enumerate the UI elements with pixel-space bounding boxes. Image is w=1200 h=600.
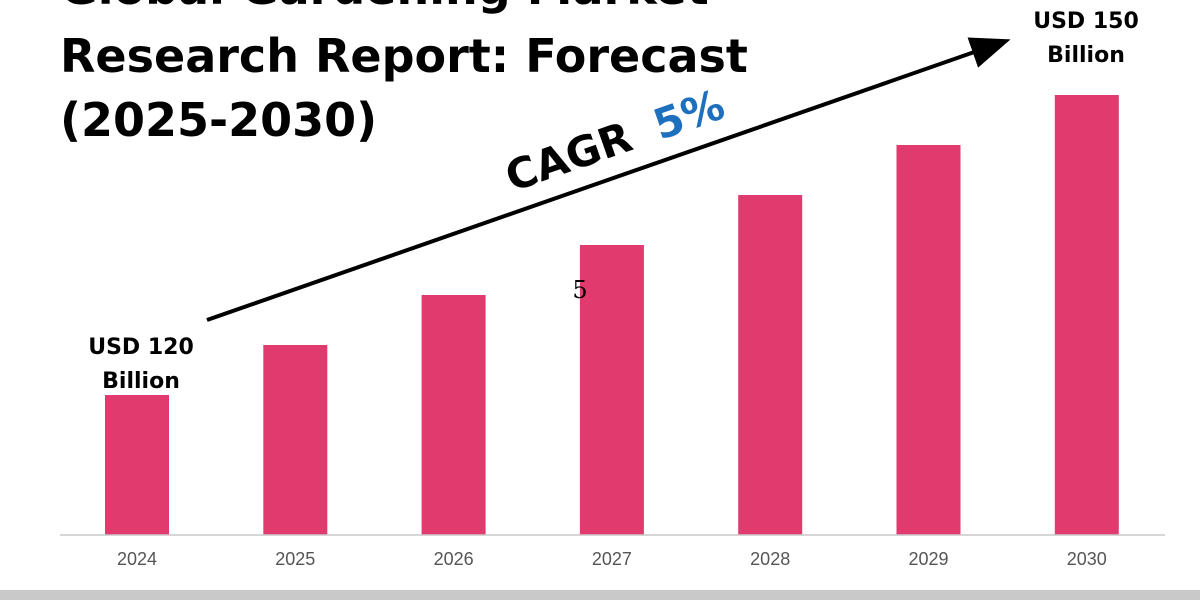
title-line-3: (2025-2030) — [60, 93, 377, 147]
cagr-label: CAGR — [499, 112, 638, 201]
end-label-line-2: Billion — [1047, 43, 1125, 68]
x-tick-2029: 2029 — [908, 549, 948, 569]
x-tick-labels: 2024 2025 2026 2027 2028 2029 2030 — [117, 549, 1107, 569]
bars-group — [105, 95, 1119, 535]
cagr-trend-arrow — [206, 37, 1011, 322]
chart-title: Global Gardening Market Research Report:… — [60, 0, 748, 147]
cagr-annotation: CAGR 5% — [499, 80, 730, 202]
bar-2027 — [579, 245, 644, 535]
bottom-border-strip — [0, 590, 1200, 600]
bar-2026 — [421, 295, 486, 535]
x-tick-2028: 2028 — [750, 549, 790, 569]
bar-2030 — [1054, 95, 1119, 535]
bar-2025 — [263, 345, 328, 535]
x-tick-2030: 2030 — [1067, 549, 1107, 569]
stray-number-label: 5 — [572, 276, 587, 304]
start-label-line-2: Billion — [102, 369, 180, 394]
title-line-1: Global Gardening Market — [60, 0, 709, 15]
end-value-label: USD 150 Billion — [1033, 9, 1139, 68]
title-line-2: Research Report: Forecast — [60, 29, 748, 83]
start-label-line-1: USD 120 — [88, 335, 194, 360]
bar-2028 — [738, 195, 803, 535]
start-value-label: USD 120 Billion — [88, 335, 194, 394]
x-tick-2027: 2027 — [592, 549, 632, 569]
x-tick-2024: 2024 — [117, 549, 157, 569]
x-tick-2026: 2026 — [434, 549, 474, 569]
end-label-line-1: USD 150 — [1033, 9, 1139, 34]
x-tick-2025: 2025 — [275, 549, 315, 569]
cagr-value: 5% — [647, 80, 731, 150]
bar-2029 — [896, 145, 961, 535]
bar-2024 — [105, 395, 169, 535]
